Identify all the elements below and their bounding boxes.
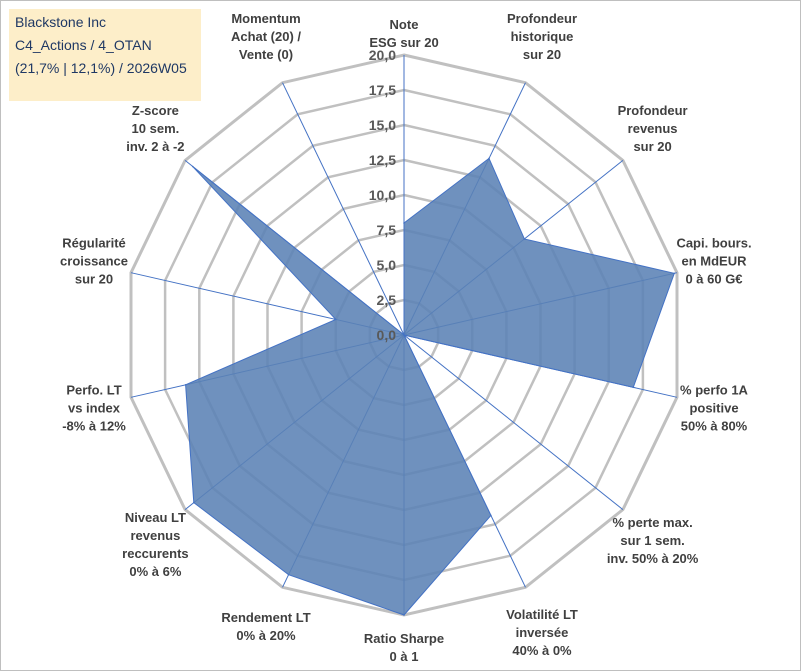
axis-label-line: inversée <box>516 625 569 640</box>
axis-label-6: Volatilité LT inversée 40% à 0% <box>506 607 578 658</box>
axis-label-3: Capi. bours. en MdEUR 0 à 60 G€ <box>676 235 751 286</box>
axis-label-line: % perte max. <box>612 515 692 530</box>
data-point-9 <box>193 501 195 504</box>
axis-label-line: 50% à 80% <box>681 419 748 434</box>
axis-label-line: Achat (20) / <box>231 29 301 44</box>
axis-label-line: 10 sem. <box>132 121 180 136</box>
axis-label-line: vs index <box>68 401 121 416</box>
data-point-7 <box>403 614 405 616</box>
tick-label: 12,5 <box>369 152 396 168</box>
axis-label-2: Profondeur revenus sur 20 <box>618 103 688 154</box>
tick-label: 15,0 <box>369 117 396 133</box>
spoke-5 <box>403 334 624 510</box>
axis-label-line: Perfo. LT <box>66 383 121 398</box>
spoke-13 <box>282 82 405 336</box>
data-point-4 <box>632 386 635 389</box>
axis-label-line: Profondeur <box>507 11 577 26</box>
axis-label-10: Perfo. LT vs index -8% à 12% <box>62 383 126 434</box>
data-point-3 <box>673 272 676 275</box>
tick-label: 5,0 <box>377 257 397 273</box>
axis-label-line: Profondeur <box>618 103 688 118</box>
data-point-2 <box>523 238 526 240</box>
axis-label-4: % perfo 1A positive 50% à 80% <box>680 383 749 434</box>
axis-label-line: 40% à 0% <box>512 643 572 658</box>
radar-series <box>184 157 676 616</box>
chart-title-box: Blackstone Inc C4_Actions / 4_OTAN (21,7… <box>9 9 201 101</box>
axis-label-13: Momentum Achat (20) / Vente (0) <box>231 11 301 62</box>
series-area <box>185 157 675 616</box>
axis-label-5: % perte max. sur 1 sem. inv. 50% à 20% <box>607 515 699 566</box>
axis-label-line: 0% à 20% <box>236 628 296 643</box>
axis-label-9: Niveau LT revenus reccurents 0% à 6% <box>122 510 188 579</box>
axis-label-line: en MdEUR <box>682 253 748 268</box>
data-point-8 <box>287 573 290 576</box>
radial-tick-labels: 0,0 2,5 5,0 7,5 10,0 12,5 15,0 17,5 20,0 <box>369 47 396 343</box>
data-point-10 <box>184 384 187 386</box>
axis-label-0: Note ESG sur 20 <box>369 17 438 50</box>
axis-label-line: Momentum <box>231 11 300 26</box>
axis-label-line: positive <box>689 401 738 416</box>
axis-label-line: Vente (0) <box>239 47 293 62</box>
axis-label-line: Ratio Sharpe <box>364 631 444 646</box>
axis-label-1: Profondeur historique sur 20 <box>507 11 577 62</box>
axis-label-line: sur 20 <box>75 271 113 286</box>
axis-label-line: 0% à 6% <box>129 564 181 579</box>
tick-label: 0,0 <box>377 327 397 343</box>
data-point-1 <box>488 157 490 160</box>
axis-label-line: 0 à 1 <box>390 649 419 664</box>
data-point-13 <box>403 334 405 336</box>
tick-label: 20,0 <box>369 47 396 63</box>
title-line-stats: (21,7% | 12,1%) / 2026W05 <box>15 60 187 76</box>
axis-label-12: Z-score 10 sem. inv. 2 à -2 <box>126 103 184 154</box>
axis-label-line: % perfo 1A <box>680 383 749 398</box>
axis-label-line: Rendement LT <box>221 610 310 625</box>
axis-label-line: sur 20 <box>633 139 671 154</box>
data-point-11 <box>335 318 337 321</box>
axis-label-11: Régularité croissance sur 20 <box>60 235 128 286</box>
tick-label: 7,5 <box>377 222 397 238</box>
axis-label-line: -8% à 12% <box>62 419 126 434</box>
axis-label-line: Régularité <box>62 235 126 250</box>
title-line-category: C4_Actions / 4_OTAN <box>15 37 152 53</box>
axis-labels: Note ESG sur 20 Profondeur historique sur 20… <box>60 11 752 664</box>
axis-label-line: Niveau LT <box>125 510 186 525</box>
axis-label-line: Volatilité LT <box>506 607 578 622</box>
data-point-0 <box>403 222 405 224</box>
axis-label-line: inv. 2 à -2 <box>126 139 184 154</box>
data-point-12 <box>191 165 194 168</box>
axis-label-line: revenus <box>130 528 180 543</box>
data-point-6 <box>490 514 492 517</box>
axis-label-line: inv. 50% à 20% <box>607 551 699 566</box>
axis-label-line: Capi. bours. <box>676 235 751 250</box>
title-line-company: Blackstone Inc <box>15 14 107 30</box>
axis-label-line: revenus <box>628 121 678 136</box>
tick-label: 17,5 <box>369 82 396 98</box>
axis-label-line: croissance <box>60 253 128 268</box>
axis-label-line: historique <box>511 29 574 44</box>
axis-label-8: Rendement LT 0% à 20% <box>221 610 310 643</box>
axis-label-line: Z-score <box>132 103 179 118</box>
axis-label-line: reccurents <box>122 546 188 561</box>
axis-label-line: Note <box>390 17 419 32</box>
tick-label: 10,0 <box>369 187 396 203</box>
axis-label-line: sur 20 <box>523 47 561 62</box>
axis-label-line: ESG sur 20 <box>369 35 438 50</box>
axis-label-line: 0 à 60 G€ <box>685 271 742 286</box>
axis-label-line: sur 1 sem. <box>620 533 684 548</box>
axis-label-7: Ratio Sharpe 0 à 1 <box>364 631 444 664</box>
tick-label: 2,5 <box>377 292 397 308</box>
